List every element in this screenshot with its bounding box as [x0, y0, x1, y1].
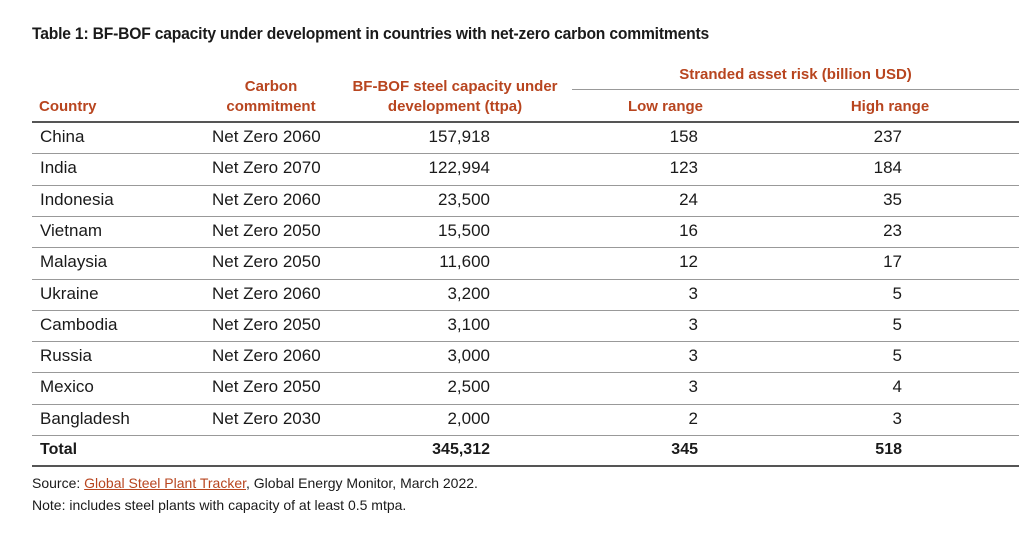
header-commitment-line1: Carbon — [244, 78, 298, 95]
cell-capacity: 3,000 — [447, 346, 490, 366]
cell-commitment: Net Zero 2060 — [212, 283, 321, 303]
total-capacity: 345,312 — [432, 441, 490, 458]
cell-country: Russia — [40, 346, 92, 366]
cell-capacity: 3,200 — [447, 283, 490, 303]
cell-low-range: 12 — [679, 252, 698, 272]
total-row: Total 345,312 345 518 — [32, 435, 1019, 466]
cell-country: India — [40, 158, 77, 178]
cell-high-range: 5 — [892, 346, 902, 366]
cell-commitment: Net Zero 2050 — [212, 252, 321, 272]
cell-commitment: Net Zero 2050 — [212, 377, 321, 397]
row-divider — [32, 309, 1019, 311]
row-divider — [32, 435, 1019, 436]
table-title: Table 1: BF-BOF capacity under developme… — [32, 24, 710, 43]
cell-commitment: Net Zero 2050 — [212, 314, 321, 334]
source-link[interactable]: Global Steel Plant Tracker — [84, 475, 247, 491]
table-row: Indonesia Net Zero 2060 23,500 24 35 — [32, 185, 1019, 216]
cell-commitment: Net Zero 2060 — [212, 189, 321, 209]
row-divider — [32, 184, 1019, 186]
cell-high-range: 17 — [883, 252, 902, 272]
cell-low-range: 3 — [688, 314, 698, 334]
row-divider — [32, 278, 1019, 280]
cell-country: Malaysia — [40, 252, 108, 272]
cell-country: Mexico — [40, 377, 94, 397]
row-divider — [32, 403, 1019, 405]
header-carbon-commitment: Carbon commitment — [205, 77, 337, 117]
cell-high-range: 3 — [892, 408, 902, 428]
cell-high-range: 237 — [873, 127, 902, 146]
total-label: Total — [40, 441, 78, 458]
source-note: Source: Global Steel Plant Tracker, Glob… — [32, 475, 478, 491]
cell-country: China — [40, 127, 85, 146]
table-row: Ukraine Net Zero 2060 3,200 3 5 — [32, 279, 1019, 310]
cell-commitment: Net Zero 2050 — [212, 220, 321, 240]
source-prefix: Source: — [32, 475, 85, 491]
cell-high-range: 23 — [883, 220, 902, 240]
source-suffix: , Global Energy Monitor, March 2022. — [246, 475, 478, 491]
cell-capacity: 3,100 — [447, 314, 490, 334]
header-country: Country — [39, 98, 97, 115]
cell-capacity: 122,994 — [428, 158, 490, 178]
cell-capacity: 2,000 — [447, 408, 490, 428]
cell-low-range: 3 — [688, 377, 698, 397]
cell-country: Vietnam — [40, 220, 103, 240]
header-capacity: BF-BOF steel capacity under development … — [350, 77, 560, 117]
row-divider — [32, 341, 1019, 343]
cell-country: Bangladesh — [40, 408, 130, 428]
cell-country: Cambodia — [40, 314, 118, 334]
cell-capacity: 2,500 — [447, 377, 490, 397]
cell-capacity: 23,500 — [438, 189, 490, 209]
cell-high-range: 5 — [892, 283, 902, 303]
footnote: Note: includes steel plants with capacit… — [32, 497, 407, 513]
header-commitment-line2: commitment — [226, 98, 316, 115]
cell-low-range: 3 — [688, 283, 698, 303]
cell-capacity: 157,918 — [428, 127, 490, 146]
total-high: 518 — [875, 441, 902, 458]
table-row: China Net Zero 2060 157,918 158 237 — [32, 122, 1019, 153]
cell-commitment: Net Zero 2060 — [212, 127, 321, 146]
cell-low-range: 158 — [669, 127, 698, 146]
cell-low-range: 16 — [679, 220, 698, 240]
row-divider — [32, 153, 1019, 155]
cell-high-range: 4 — [892, 377, 902, 397]
stranded-header-rule — [572, 89, 1019, 90]
table-bottom-rule — [32, 465, 1019, 467]
cell-low-range: 3 — [688, 346, 698, 366]
cell-low-range: 24 — [679, 189, 698, 209]
header-stranded-asset-risk: Stranded asset risk (billion USD) — [679, 66, 912, 83]
table-row: Russia Net Zero 2060 3,000 3 5 — [32, 341, 1019, 372]
cell-country: Ukraine — [40, 283, 99, 303]
table-row: Bangladesh Net Zero 2030 2,000 2 3 — [32, 404, 1019, 435]
cell-low-range: 2 — [688, 408, 698, 428]
cell-capacity: 15,500 — [438, 220, 490, 240]
cell-commitment: Net Zero 2070 — [212, 158, 321, 178]
row-divider — [32, 215, 1019, 217]
header-capacity-line1: BF-BOF steel capacity under — [352, 78, 558, 95]
cell-high-range: 35 — [883, 189, 902, 209]
cell-low-range: 123 — [669, 158, 698, 178]
row-divider — [32, 372, 1019, 374]
cell-high-range: 184 — [873, 158, 902, 178]
header-low-range: Low range — [627, 98, 703, 115]
cell-commitment: Net Zero 2060 — [212, 346, 321, 366]
row-divider — [32, 247, 1019, 249]
cell-capacity: 11,600 — [439, 252, 490, 272]
table-row: Cambodia Net Zero 2050 3,100 3 5 — [32, 310, 1019, 341]
table-row: Vietnam Net Zero 2050 15,500 16 23 — [32, 216, 1019, 247]
table-row: India Net Zero 2070 122,994 123 184 — [32, 153, 1019, 184]
cell-country: Indonesia — [40, 189, 114, 209]
table-row: Malaysia Net Zero 2050 11,600 12 17 — [32, 247, 1019, 278]
header-capacity-line2: development (ttpa) — [387, 98, 523, 115]
cell-commitment: Net Zero 2030 — [212, 408, 321, 428]
total-low: 345 — [671, 441, 698, 458]
table-row: Mexico Net Zero 2050 2,500 3 4 — [32, 372, 1019, 403]
header-high-range: High range — [850, 98, 930, 115]
header-bottom-rule — [32, 121, 1019, 123]
cell-high-range: 5 — [892, 314, 902, 334]
